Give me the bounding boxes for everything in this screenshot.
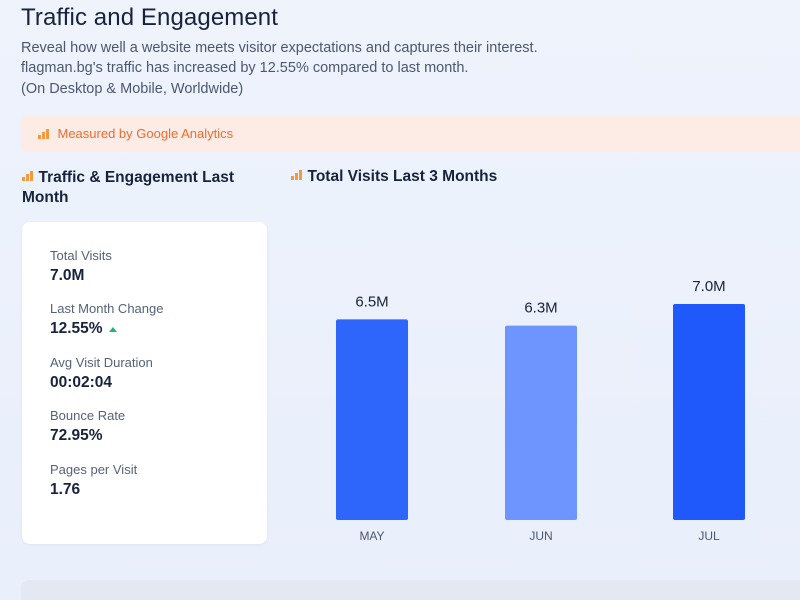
section-title-text: Traffic & Engagement Last Month (22, 169, 235, 206)
stat-total-visits: Total Visits 7.0M (50, 248, 112, 285)
x-tick-label: JUL (698, 529, 720, 543)
stat-label: Pages per Visit (50, 462, 138, 477)
stat-last-month-change: Last Month Change 12.55% (50, 301, 163, 338)
bar-jun[interactable] (505, 325, 577, 520)
stat-value-text: 72.95% (50, 427, 103, 444)
bar-value-label: 6.3M (524, 300, 557, 317)
x-tick-label: MAY (359, 529, 384, 543)
stat-value-text: 7.0M (50, 267, 85, 284)
stat-label: Total Visits (50, 248, 112, 263)
stat-value: 00:02:04 (50, 374, 153, 392)
traffic-summary: flagman.bg's traffic has increased by 12… (21, 60, 469, 76)
stat-avg-visit-duration: Avg Visit Duration 00:02:04 (50, 355, 153, 392)
stat-value: 12.55% (50, 320, 163, 338)
stat-value: 7.0M (50, 267, 112, 285)
banner-text: Measured by Google Analytics (57, 126, 234, 141)
stat-label: Avg Visit Duration (50, 355, 153, 370)
next-section-panel (21, 580, 800, 600)
bar-chart-icon (291, 170, 302, 180)
bar-chart-icon (22, 171, 33, 181)
stat-pages-per-visit: Pages per Visit 1.76 (50, 462, 137, 499)
stat-value-text: 00:02:04 (50, 374, 113, 391)
stat-label: Last Month Change (50, 301, 164, 316)
stat-bounce-rate: Bounce Rate 72.95% (50, 408, 125, 445)
section-title-text: Total Visits Last 3 Months (307, 168, 498, 185)
bar-value-label: 6.5M (355, 293, 388, 310)
section-title-last-month: Traffic & Engagement Last Month (22, 168, 252, 208)
x-tick-label: JUN (529, 529, 552, 543)
analytics-banner: Measured by Google Analytics (21, 115, 800, 152)
stat-value: 1.76 (50, 481, 137, 499)
stat-label: Bounce Rate (50, 408, 126, 423)
section-title-last-3-months: Total Visits Last 3 Months (291, 167, 591, 187)
scope-note: (On Desktop & Mobile, Worldwide) (21, 81, 244, 97)
page-title: Traffic and Engagement (21, 4, 279, 31)
stat-value-text: 12.55% (50, 320, 103, 337)
total-visits-bar-chart: 6.5M MAY 6.3M JUN 7.0M JUL (336, 278, 745, 543)
bar-chart-icon (38, 128, 49, 139)
bar-may[interactable] (336, 319, 408, 520)
bar-value-label: 7.0M (692, 278, 725, 295)
bar-jul[interactable] (673, 304, 745, 520)
page-description: Reveal how well a website meets visitor … (21, 40, 538, 56)
stat-value: 72.95% (50, 427, 125, 445)
trend-up-icon (108, 326, 117, 332)
stat-value-text: 1.76 (50, 481, 81, 498)
stats-card: Total Visits 7.0M Last Month Change 12.5… (22, 222, 267, 544)
